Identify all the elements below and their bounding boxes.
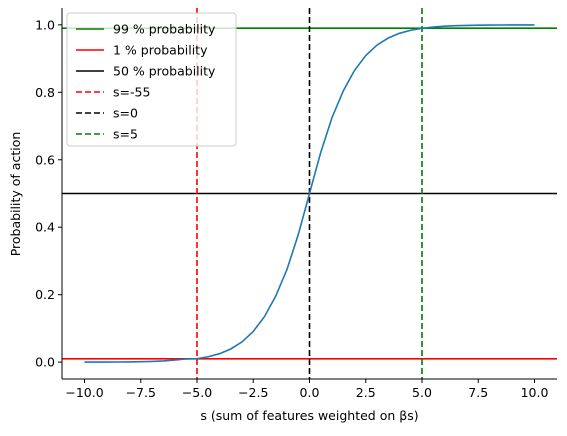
- x-ticks: −10.0 −7.5 −5.0 −2.5 0.0 2.5 5.0 7.5 10.0: [65, 379, 548, 400]
- x-axis-title: s (sum of features weighted on βs): [200, 408, 418, 423]
- y-tick-label: 0.6: [35, 152, 55, 167]
- y-tick-label: 1.0: [35, 17, 55, 32]
- legend-label: s=5: [113, 127, 138, 142]
- x-tick-label: 7.5: [468, 385, 488, 400]
- y-ticks: 0.0 0.2 0.4 0.6 0.8 1.0: [35, 17, 62, 370]
- y-tick-label: 0.2: [35, 287, 55, 302]
- x-tick-label: 2.5: [356, 385, 376, 400]
- legend-label: 1 % probability: [113, 43, 208, 58]
- sigmoid-curve: [84, 24, 535, 363]
- x-tick-label: 5.0: [412, 385, 432, 400]
- legend: 99 % probability 1 % probability 50 % prob…: [66, 12, 237, 147]
- x-tick-label: −10.0: [65, 385, 103, 400]
- y-tick-label: 0.8: [35, 85, 55, 100]
- legend-label: 99 % probability: [113, 22, 216, 37]
- plot-lines: [62, 8, 557, 379]
- x-tick-label: −7.5: [126, 385, 156, 400]
- y-tick-label: 0.4: [35, 220, 55, 235]
- legend-label: s=-55: [113, 85, 150, 100]
- x-tick-label: −5.0: [182, 385, 212, 400]
- legend-box: [66, 12, 237, 147]
- legend-label: s=0: [113, 106, 138, 121]
- x-tick-label: −2.5: [238, 385, 268, 400]
- legend-label: 50 % probability: [113, 64, 216, 79]
- y-tick-label: 0.0: [35, 355, 55, 370]
- x-tick-label: 10.0: [521, 385, 549, 400]
- x-tick-label: 0.0: [300, 385, 320, 400]
- y-axis-title: Probability of action: [8, 132, 23, 257]
